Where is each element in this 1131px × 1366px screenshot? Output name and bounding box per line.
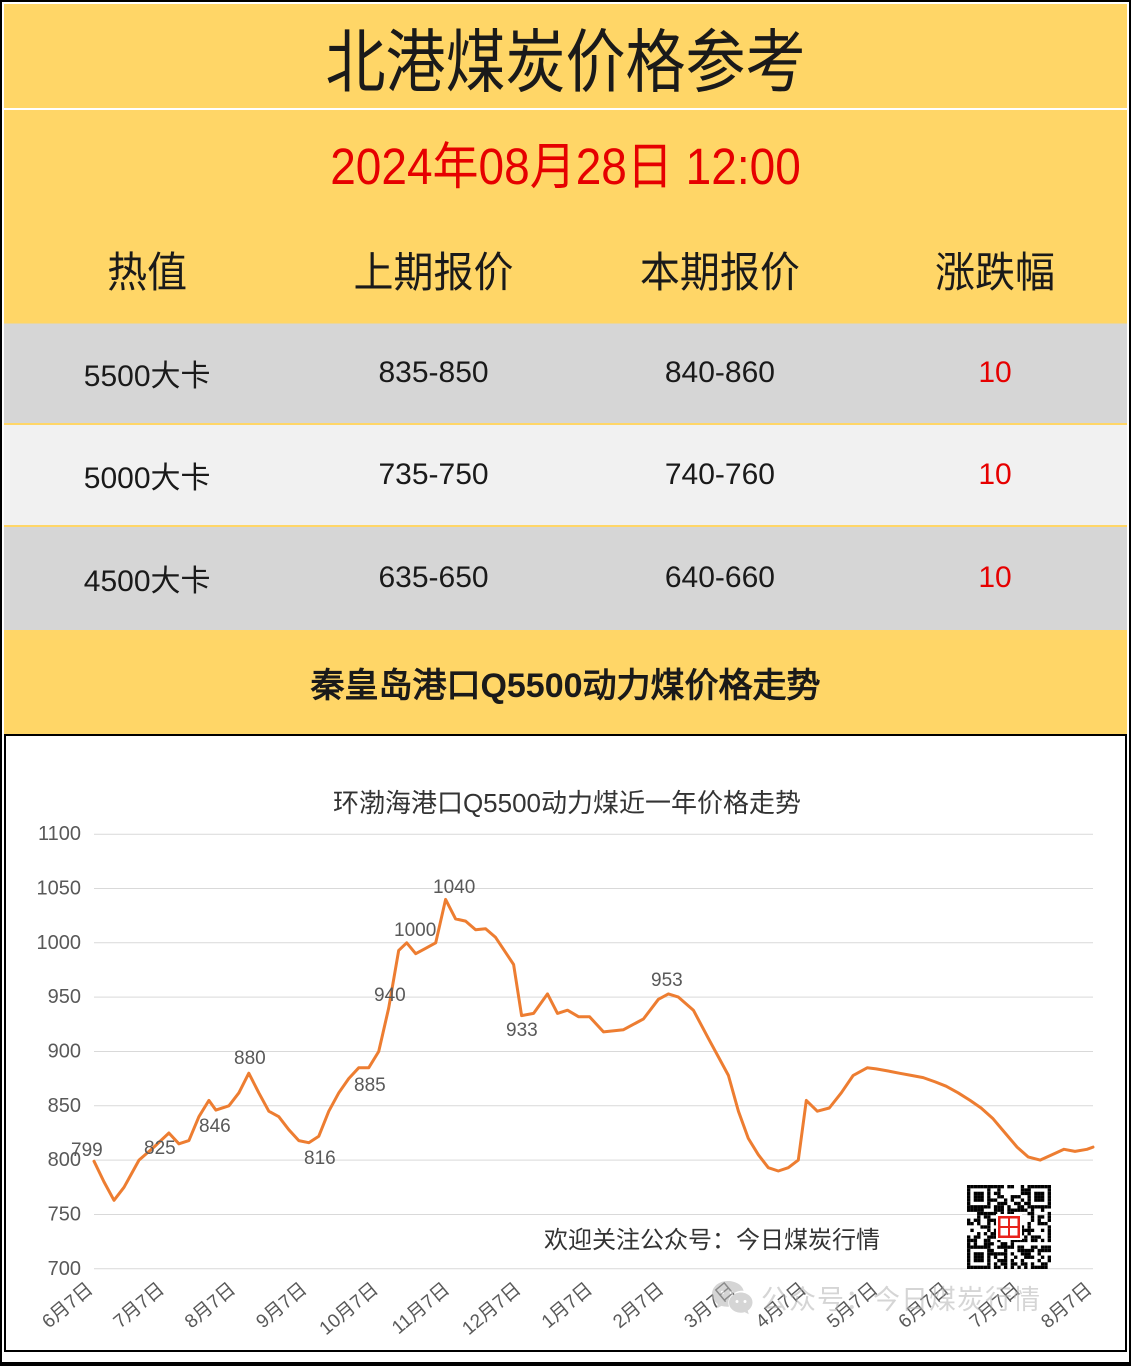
svg-text:1100: 1100: [38, 823, 81, 845]
svg-text:816: 816: [304, 1148, 336, 1169]
svg-text:880: 880: [234, 1048, 266, 1069]
svg-text:1000: 1000: [37, 932, 82, 954]
svg-text:1050: 1050: [37, 878, 82, 900]
svg-text:2月7日: 2月7日: [609, 1279, 668, 1333]
svg-text:1000: 1000: [394, 920, 436, 941]
svg-text:933: 933: [506, 1020, 538, 1041]
svg-text:1040: 1040: [433, 877, 475, 898]
svg-text:1月7日: 1月7日: [538, 1279, 597, 1333]
svg-text:799: 799: [71, 1140, 103, 1161]
svg-text:950: 950: [48, 986, 81, 1008]
svg-text:9月7日: 9月7日: [253, 1279, 312, 1333]
svg-text:环渤海港口Q5500动力煤近一年价格走势: 环渤海港口Q5500动力煤近一年价格走势: [333, 788, 801, 818]
svg-text:900: 900: [48, 1041, 81, 1063]
svg-text:953: 953: [651, 970, 683, 991]
svg-text:850: 850: [48, 1095, 81, 1117]
svg-text:700: 700: [48, 1258, 81, 1280]
svg-text:846: 846: [199, 1116, 231, 1137]
svg-text:750: 750: [48, 1204, 81, 1226]
svg-text:940: 940: [374, 985, 406, 1006]
svg-text:8月7日: 8月7日: [1037, 1279, 1096, 1333]
svg-text:12月7日: 12月7日: [458, 1279, 525, 1340]
svg-text:7月7日: 7月7日: [110, 1279, 169, 1333]
svg-text:8月7日: 8月7日: [181, 1279, 240, 1333]
svg-text:10月7日: 10月7日: [316, 1279, 383, 1340]
svg-text:825: 825: [144, 1138, 176, 1159]
svg-text:6月7日: 6月7日: [38, 1279, 97, 1333]
svg-text:11月7日: 11月7日: [388, 1279, 454, 1339]
svg-text:885: 885: [354, 1075, 386, 1096]
